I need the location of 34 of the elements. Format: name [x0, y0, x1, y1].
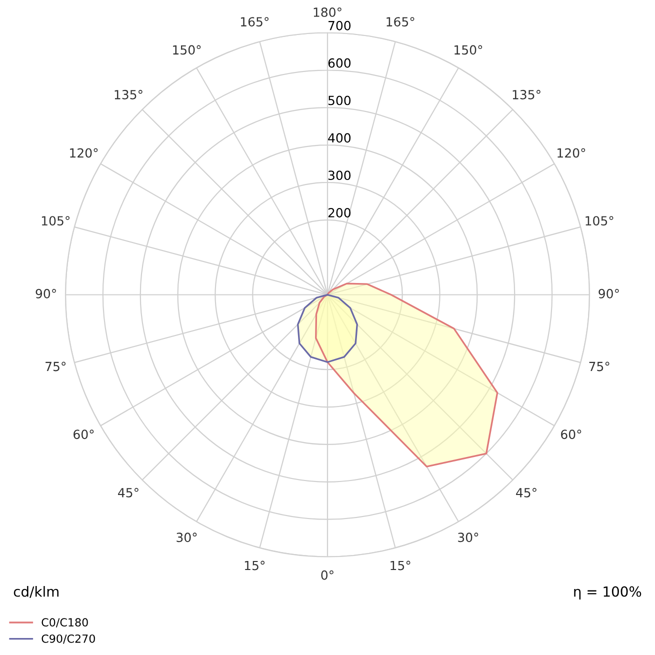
- spoke-label: 105°: [586, 216, 614, 226]
- spoke-label: 135°: [114, 90, 142, 100]
- spoke-label: 75°: [589, 362, 610, 372]
- spoke-label: 45°: [516, 488, 536, 498]
- y-tick-label: 500: [328, 96, 351, 106]
- y-tick-label: 600: [328, 58, 351, 68]
- y-tick-label: 300: [328, 170, 351, 180]
- text: cd/klm: [14, 586, 58, 598]
- spoke-label: 120°: [70, 148, 98, 158]
- spoke-label: 90°: [598, 288, 619, 298]
- spoke-label: 165°: [240, 17, 269, 27]
- y-tick-label: 700: [328, 20, 351, 30]
- spoke-label: 105°: [42, 216, 70, 226]
- spoke-label: 150°: [173, 45, 201, 55]
- y-tick-label: 400: [328, 133, 351, 143]
- legend-label: C90/C270: [42, 634, 95, 644]
- spoke-label: 15°: [244, 560, 265, 570]
- spoke-label: 0°: [321, 570, 334, 580]
- text: η = 100%: [574, 586, 642, 600]
- spoke-label: 90°: [36, 288, 56, 298]
- spoke-label: 180°: [314, 7, 342, 17]
- spoke-label: 135°: [512, 90, 540, 100]
- spoke-label: 165°: [386, 17, 414, 27]
- spoke-label: 150°: [454, 45, 482, 55]
- spoke-label: 75°: [46, 362, 66, 372]
- spoke-label: 120°: [558, 148, 586, 158]
- spoke-label: 45°: [118, 488, 138, 498]
- spoke-label: 60°: [561, 430, 582, 440]
- spoke-label: 30°: [176, 532, 197, 542]
- spoke-label: 15°: [390, 560, 410, 570]
- spoke-label: 30°: [458, 532, 478, 542]
- y-tick-label: 200: [328, 208, 351, 218]
- spoke-label: 60°: [74, 430, 94, 440]
- legend-label: C0/C180: [42, 618, 88, 628]
